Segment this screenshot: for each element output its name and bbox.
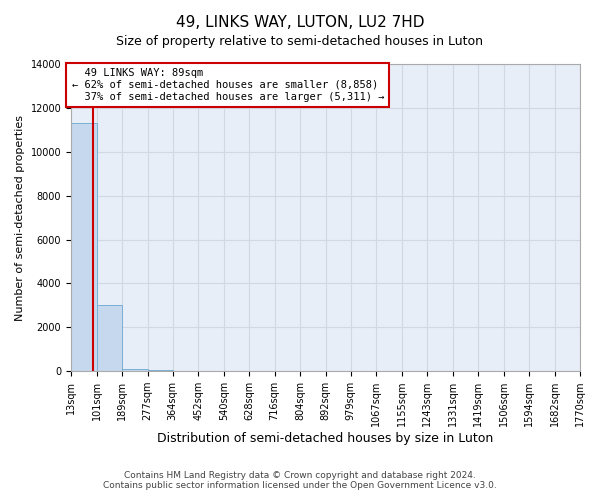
X-axis label: Distribution of semi-detached houses by size in Luton: Distribution of semi-detached houses by … xyxy=(157,432,494,445)
Y-axis label: Number of semi-detached properties: Number of semi-detached properties xyxy=(15,114,25,320)
Text: Contains HM Land Registry data © Crown copyright and database right 2024.
Contai: Contains HM Land Registry data © Crown c… xyxy=(103,470,497,490)
Bar xyxy=(122,368,148,371)
Text: 49 LINKS WAY: 89sqm
← 62% of semi-detached houses are smaller (8,858)
  37% of s: 49 LINKS WAY: 89sqm ← 62% of semi-detach… xyxy=(71,68,384,102)
Bar xyxy=(71,123,97,371)
Text: 49, LINKS WAY, LUTON, LU2 7HD: 49, LINKS WAY, LUTON, LU2 7HD xyxy=(176,15,424,30)
Bar xyxy=(173,370,198,371)
Bar xyxy=(148,370,173,371)
Bar xyxy=(97,306,122,371)
Text: Size of property relative to semi-detached houses in Luton: Size of property relative to semi-detach… xyxy=(116,35,484,48)
